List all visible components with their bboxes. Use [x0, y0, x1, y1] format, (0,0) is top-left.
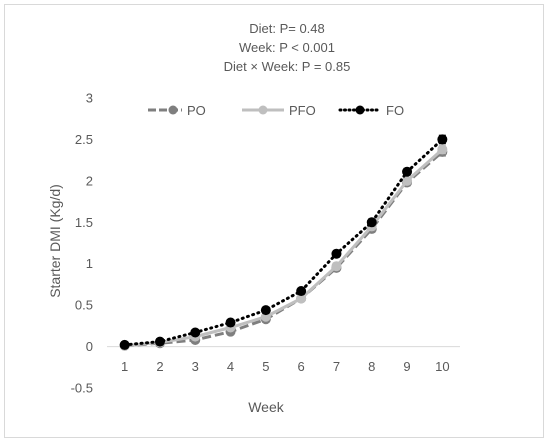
x-tick-label: 9 [403, 359, 410, 374]
data-point [260, 305, 271, 316]
series-line [123, 137, 444, 347]
data-point [366, 217, 377, 228]
x-tick-label: 3 [192, 359, 199, 374]
series-pfo [119, 144, 448, 351]
annotations: Diet: P= 0.48 Week: P < 0.001 Diet × Wee… [224, 21, 351, 74]
data-point [331, 261, 342, 272]
data-point [154, 336, 165, 347]
annotation-diet: Diet: P= 0.48 [249, 21, 325, 36]
data-point [331, 248, 342, 259]
series [119, 134, 448, 351]
series-line [124, 150, 444, 348]
series-fo [119, 134, 448, 350]
y-tick-label: 0.5 [75, 298, 93, 313]
legend: PO PFO FO [148, 103, 404, 118]
data-point [296, 293, 307, 304]
y-tick-label: 2.5 [75, 132, 93, 147]
y-tick-label: 2 [86, 173, 93, 188]
series-po [119, 146, 448, 351]
data-point [402, 166, 413, 177]
legend-marker-po [168, 105, 178, 115]
x-tick-label: 4 [227, 359, 234, 374]
x-tick-label: 8 [368, 359, 375, 374]
legend-item-po: PO [148, 103, 206, 118]
x-axis-title: Week [248, 399, 285, 415]
data-point [402, 175, 413, 186]
x-tick-labels: 1 2 3 4 5 6 7 8 9 10 [121, 359, 450, 374]
data-point [296, 286, 307, 297]
legend-item-fo: FO [338, 103, 404, 118]
y-tick-label: -0.5 [71, 381, 93, 396]
legend-item-pfo: PFO [242, 103, 316, 118]
data-point [437, 134, 448, 145]
data-point [225, 317, 236, 328]
legend-marker-fo [355, 105, 365, 115]
annotation-interaction: Diet × Week: P = 0.85 [224, 59, 351, 74]
x-tick-label: 2 [156, 359, 163, 374]
y-tick-label: 0 [86, 339, 93, 354]
x-tick-label: 10 [435, 359, 449, 374]
series-line [124, 148, 444, 348]
data-point [119, 339, 130, 350]
data-point [190, 327, 201, 338]
x-tick-label: 7 [333, 359, 340, 374]
annotation-week: Week: P < 0.001 [239, 40, 335, 55]
legend-marker-pfo [258, 105, 268, 115]
legend-label-po: PO [187, 103, 206, 118]
x-tick-label: 5 [262, 359, 269, 374]
y-tick-label: 1 [86, 256, 93, 271]
y-tick-label: 3 [86, 91, 93, 106]
x-tick-label: 1 [121, 359, 128, 374]
y-tick-label: 1.5 [75, 215, 93, 230]
x-tick-label: 6 [298, 359, 305, 374]
y-tick-labels: -0.5 0 0.5 1 1.5 2 2.5 3 [71, 91, 93, 396]
chart-frame [4, 4, 544, 438]
data-point [437, 144, 448, 155]
legend-label-pfo: PFO [289, 103, 316, 118]
y-axis-title: Starter DMI (Kg/d) [47, 184, 63, 298]
legend-label-fo: FO [386, 103, 404, 118]
